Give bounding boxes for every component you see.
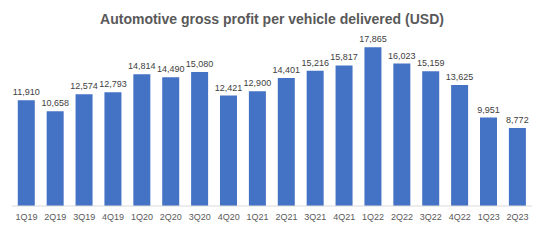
svg-text:15,817: 15,817 [330,52,358,62]
svg-text:9,951: 9,951 [477,105,500,115]
html-text:Automotive gross profit per ve: Automotive gross profit per vehicle deli… [100,11,444,27]
svg-text:14,490: 14,490 [157,64,185,74]
svg-text:14,401: 14,401 [273,65,301,75]
svg-text:4Q21: 4Q21 [333,212,355,222]
svg-text:2Q20: 2Q20 [160,212,182,222]
svg-text:4Q20: 4Q20 [218,212,240,222]
svg-text:12,900: 12,900 [244,78,272,88]
svg-text:1Q23: 1Q23 [478,212,500,222]
svg-text:17,865: 17,865 [359,34,387,44]
svg-text:15,159: 15,159 [417,58,445,68]
svg-text:2Q19: 2Q19 [44,212,66,222]
svg-text:1Q20: 1Q20 [131,212,153,222]
svg-text:1Q22: 1Q22 [362,212,384,222]
svg-text:2Q22: 2Q22 [391,212,413,222]
svg-text:3Q20: 3Q20 [189,212,211,222]
svg-text:12,421: 12,421 [215,83,243,93]
svg-text:4Q19: 4Q19 [102,212,124,222]
svg-text:3Q22: 3Q22 [420,212,442,222]
svg-text:2Q23: 2Q23 [507,212,529,222]
svg-text:2Q21: 2Q21 [275,212,297,222]
svg-text:15,216: 15,216 [301,58,329,68]
svg-text:3Q19: 3Q19 [73,212,95,222]
svg-text:12,793: 12,793 [99,79,127,89]
svg-text:1Q19: 1Q19 [15,212,37,222]
svg-text:14,814: 14,814 [128,61,156,71]
svg-text:4Q22: 4Q22 [449,212,471,222]
svg-text:8,772: 8,772 [506,115,529,125]
svg-text:12,574: 12,574 [70,81,98,91]
svg-text:13,625: 13,625 [446,72,474,82]
svg-text:16,023: 16,023 [388,51,416,61]
svg-text:3Q21: 3Q21 [304,212,326,222]
svg-text:11,910: 11,910 [13,87,40,97]
svg-text:1Q21: 1Q21 [247,212,269,222]
svg-text:10,658: 10,658 [41,98,69,108]
svg-text:15,080: 15,080 [186,59,214,69]
